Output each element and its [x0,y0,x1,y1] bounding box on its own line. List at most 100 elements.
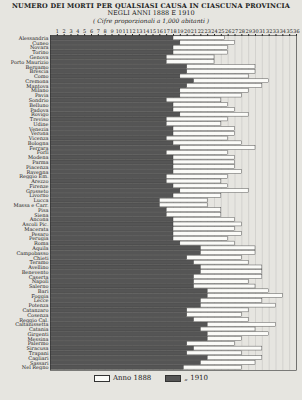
svg-text:Alessandria: Alessandria [18,34,49,41]
svg-text:27: 27 [232,27,238,33]
svg-text:36: 36 [293,27,299,33]
svg-text:7: 7 [97,27,100,33]
svg-text:Padova: Padova [30,106,49,113]
svg-text:2: 2 [63,27,66,33]
svg-text:Potenza: Potenza [28,302,49,309]
svg-text:Reggio Em.: Reggio Em. [19,173,49,180]
svg-text:12: 12 [129,27,135,33]
svg-text:Girgenti: Girgenti [27,330,49,337]
svg-text:33: 33 [273,27,279,33]
svg-text:Cuneo: Cuneo [32,39,49,46]
svg-text:Campobasso: Campobasso [16,249,49,256]
svg-text:Nel Regno: Nel Regno [22,364,49,371]
svg-text:13: 13 [136,27,142,33]
svg-text:Milano: Milano [31,87,49,94]
svg-text:Ascoli Pic.: Ascoli Pic. [22,220,49,227]
svg-text:Teramo: Teramo [29,259,49,266]
svg-text:Forlì: Forlì [36,149,49,156]
html-text:NEGLI ANNI 1888 E 1910: NEGLI ANNI 1888 E 1910 [107,9,195,18]
svg-text:Udine: Udine [33,120,49,127]
svg-text:5: 5 [83,27,86,33]
html-text:NUMERO DEI MORTI PER QUALSIASI: NUMERO DEI MORTI PER QUALSIASI CAUSA IN … [11,2,291,10]
svg-text:17: 17 [163,27,169,33]
svg-text:4: 4 [76,27,79,33]
svg-text:11: 11 [122,27,128,33]
svg-text:Treviso: Treviso [29,115,49,122]
svg-text:Firenze: Firenze [29,182,49,189]
svg-text:24: 24 [211,27,217,33]
svg-text:Catanzaro: Catanzaro [22,306,49,313]
svg-text:Venezia: Venezia [29,125,49,132]
svg-text:Verona: Verona [30,130,49,137]
svg-text:34: 34 [280,27,286,33]
svg-text:28: 28 [239,27,245,33]
svg-text:15: 15 [150,27,156,33]
svg-text:Modena: Modena [28,154,49,161]
svg-text:Pisa: Pisa [38,206,49,213]
svg-text:Chieti: Chieti [33,254,49,261]
svg-text:Cosenza: Cosenza [27,311,49,318]
svg-text:Caserta: Caserta [28,273,49,280]
svg-text:10: 10 [116,27,122,33]
svg-text:Ravenna: Ravenna [26,168,49,175]
svg-text:Brescia: Brescia [29,68,49,75]
svg-text:Benevento: Benevento [21,268,49,275]
svg-text:Caltanissetta: Caltanissetta [15,321,49,328]
svg-text:30: 30 [252,27,258,33]
svg-text:Ancona: Ancona [29,216,49,223]
svg-text:Lecce: Lecce [33,297,49,304]
svg-text:Arezzo: Arezzo [31,177,49,184]
svg-text:21: 21 [191,27,197,33]
svg-text:Pesaro: Pesaro [31,230,49,237]
svg-text:19: 19 [177,27,183,33]
svg-text:Foggia: Foggia [31,292,49,299]
svg-text:Avellino: Avellino [28,263,49,270]
svg-text:25: 25 [218,27,224,33]
svg-text:Siena: Siena [34,211,49,218]
svg-text:Mantova: Mantova [26,82,49,89]
svg-text:9: 9 [110,27,113,33]
svg-text:20: 20 [184,27,190,33]
svg-text:Belluno: Belluno [29,101,49,108]
svg-text:Genova: Genova [29,53,49,60]
svg-text:32: 32 [266,27,272,33]
svg-text:Aquila: Aquila [32,244,49,251]
html-text:( Cifre proporzionali a 1,000: ( Cifre proporzionali a 1,000 abitanti ) [92,16,210,24]
svg-text:Parma: Parma [32,158,49,165]
svg-text:23: 23 [204,27,210,33]
svg-text:16: 16 [157,27,163,33]
svg-text:Catania: Catania [28,325,49,332]
svg-text:6: 6 [90,27,93,33]
svg-text:Grosseto: Grosseto [26,187,49,194]
svg-text:35: 35 [286,27,292,33]
svg-text:Torino: Torino [32,49,49,56]
svg-text:26: 26 [225,27,231,33]
svg-text:8: 8 [104,27,107,33]
svg-text:3: 3 [69,27,72,33]
svg-text:Cremona: Cremona [25,77,49,84]
svg-text:Piacenza: Piacenza [26,163,49,170]
svg-text:Napoli: Napoli [31,278,49,285]
svg-text:Sondrio: Sondrio [28,96,49,103]
svg-text:14: 14 [143,27,149,33]
svg-text:22: 22 [198,27,204,33]
svg-text:29: 29 [245,27,251,33]
svg-text:Bologna: Bologna [27,139,49,146]
svg-text:Rovigo: Rovigo [31,111,49,118]
svg-text:Bergamo: Bergamo [25,63,49,70]
svg-text:1: 1 [56,27,59,33]
svg-text:Perugia: Perugia [29,235,49,242]
svg-text:31: 31 [259,27,265,33]
svg-text:Livorno: Livorno [29,192,49,199]
svg-text:Macerata: Macerata [24,225,49,232]
svg-text:Bari: Bari [37,287,49,294]
svg-text:18: 18 [170,27,176,33]
svg-text:Massa e Carr.: Massa e Carr. [13,201,49,208]
svg-text:Reggio Cal.: Reggio Cal. [19,316,49,323]
html-text:„ 1910: „ 1910 [184,373,208,382]
svg-text:Novara: Novara [29,44,49,51]
html-text:Anno 1888: Anno 1888 [113,373,152,382]
svg-text:Ferrara: Ferrara [29,144,49,151]
svg-text:Como: Como [33,72,49,79]
svg-text:Porto Maurizio: Porto Maurizio [10,58,49,65]
